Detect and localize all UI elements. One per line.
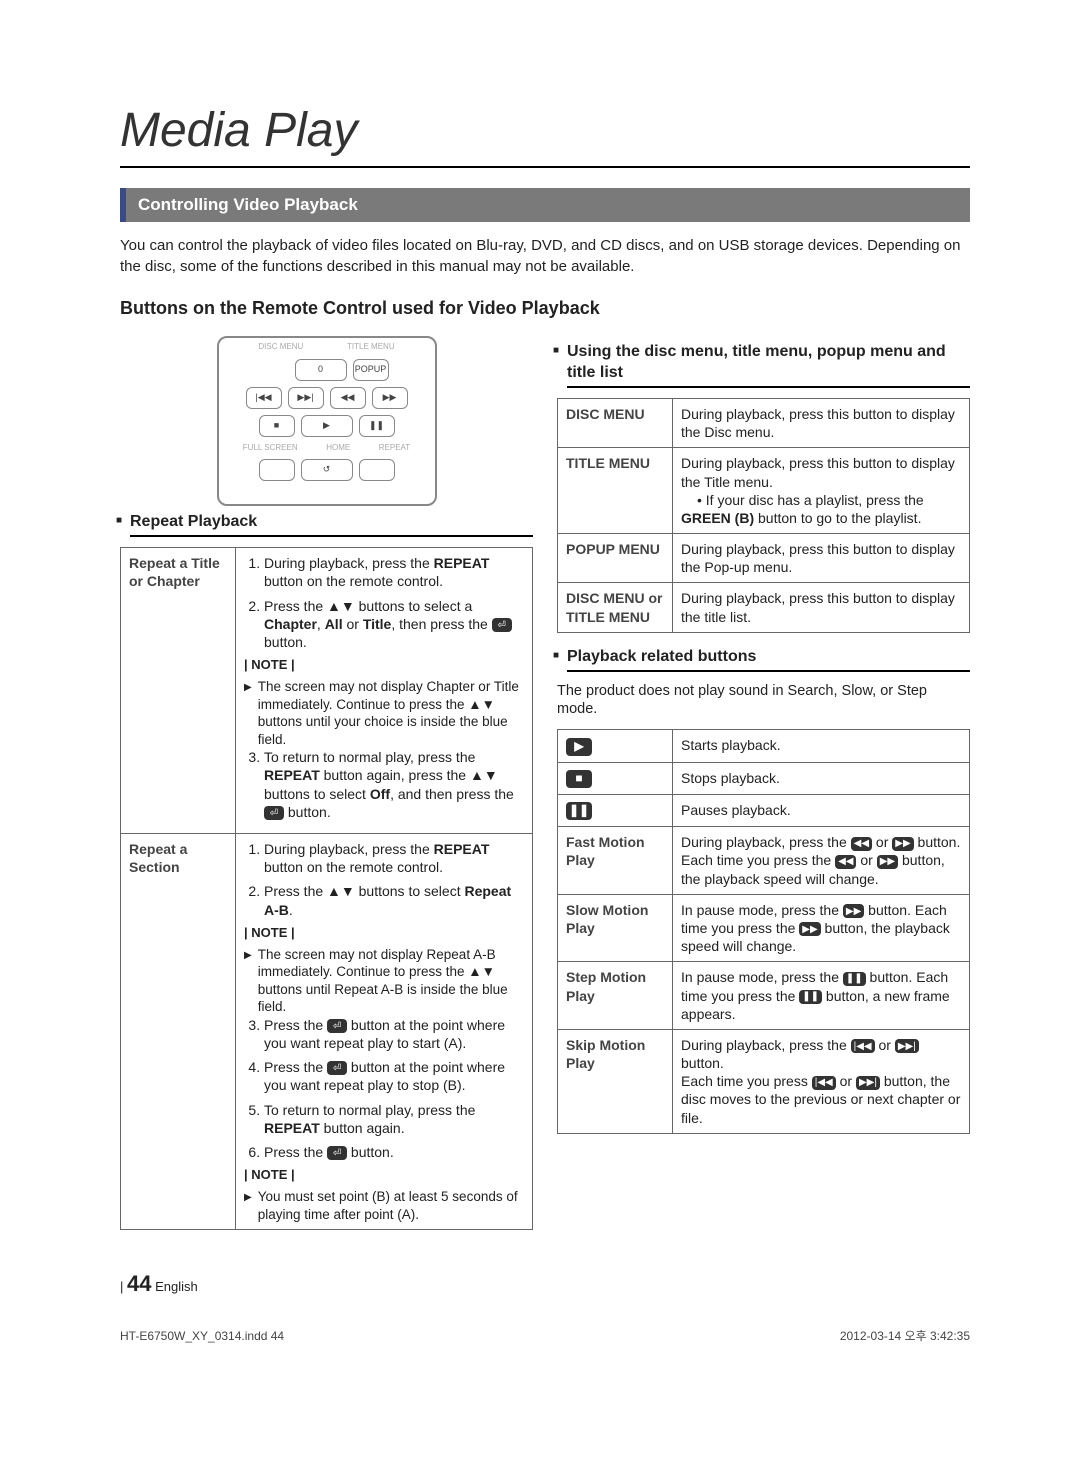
remote-btn-fullscreen <box>259 459 295 481</box>
table-row-desc: During playback, press the ◀◀ or ▶▶ butt… <box>673 827 970 895</box>
table-row-label: Step Motion Play <box>558 962 673 1030</box>
remote-btn-rew: ◀◀ <box>330 387 366 409</box>
remote-btn-stop: ■ <box>259 415 295 437</box>
table-row-desc: Stops playback. <box>673 762 970 794</box>
page-number: 44 <box>127 1271 151 1296</box>
page-lang: English <box>155 1279 198 1294</box>
doc-footer: HT-E6750W_XY_0314.indd 44 2012-03-14 오후 … <box>120 1329 970 1345</box>
playback-note: The product does not play sound in Searc… <box>557 682 970 720</box>
remote-btn-0: 0 <box>295 359 347 381</box>
table-row-label: ▶ <box>558 730 673 762</box>
table-row-desc: Starts playback. <box>673 730 970 762</box>
table-row-label: Fast Motion Play <box>558 827 673 895</box>
left-column: DISC MENU TITLE MENU 0 POPUP |◀◀ ▶▶| ◀◀ … <box>120 336 533 1230</box>
menu-table: DISC MENUDuring playback, press this but… <box>557 398 970 633</box>
table-row-label: TITLE MENU <box>558 448 673 534</box>
remote-btn-skipback: |◀◀ <box>246 387 282 409</box>
repeat-playback-heading: Repeat Playback <box>130 512 533 537</box>
table-row-desc: During playback, press this button to di… <box>673 534 970 583</box>
remote-diagram: DISC MENU TITLE MENU 0 POPUP |◀◀ ▶▶| ◀◀ … <box>217 336 437 506</box>
playback-buttons-heading: Playback related buttons <box>567 647 970 672</box>
repeat-table: Repeat a Title or ChapterDuring playback… <box>120 547 533 1230</box>
indd-filename: HT-E6750W_XY_0314.indd 44 <box>120 1329 284 1345</box>
remote-label: REPEAT <box>379 443 410 453</box>
remote-btn-skipfwd: ▶▶| <box>288 387 324 409</box>
intro-paragraph: You can control the playback of video fi… <box>120 236 970 277</box>
table-row-desc: In pause mode, press the ❚❚ button. Each… <box>673 962 970 1030</box>
table-row-label: DISC MENU or TITLE MENU <box>558 583 673 632</box>
remote-label: FULL SCREEN <box>243 443 298 453</box>
table-row-label: Repeat a Section <box>121 833 236 1229</box>
table-row-label: POPUP MENU <box>558 534 673 583</box>
remote-btn-home: ↺ <box>301 459 353 481</box>
playback-table: ▶Starts playback.■Stops playback.❚❚Pause… <box>557 729 970 1134</box>
table-row-label: ■ <box>558 762 673 794</box>
remote-label: DISC MENU <box>258 342 303 352</box>
remote-label: TITLE MENU <box>347 342 395 352</box>
indd-timestamp: 2012-03-14 오후 3:42:35 <box>840 1329 970 1345</box>
remote-btn-ff: ▶▶ <box>372 387 408 409</box>
table-row-desc: In pause mode, press the ▶▶ button. Each… <box>673 894 970 962</box>
table-row-label: DISC MENU <box>558 398 673 447</box>
remote-label: HOME <box>326 443 350 453</box>
page-title: Media Play <box>120 100 970 168</box>
remote-btn-repeat <box>359 459 395 481</box>
section-heading: Controlling Video Playback <box>120 188 970 222</box>
table-row-label: Skip Motion Play <box>558 1029 673 1133</box>
table-row-label: Repeat a Title or Chapter <box>121 548 236 834</box>
remote-btn-popup: POPUP <box>353 359 389 381</box>
table-row-content: During playback, press the REPEAT button… <box>236 833 533 1229</box>
table-row-label: ❚❚ <box>558 794 673 826</box>
table-row-desc: During playback, press the |◀◀ or ▶▶| bu… <box>673 1029 970 1133</box>
subhead: Buttons on the Remote Control used for V… <box>120 297 970 320</box>
menu-heading: Using the disc menu, title menu, popup m… <box>567 342 970 388</box>
table-row-desc: During playback, press this button to di… <box>673 583 970 632</box>
table-row-label: Slow Motion Play <box>558 894 673 962</box>
right-column: Using the disc menu, title menu, popup m… <box>557 336 970 1230</box>
page-footer: | 44 English <box>120 1270 970 1299</box>
remote-btn-play: ▶ <box>301 415 353 437</box>
table-row-desc: Pauses playback. <box>673 794 970 826</box>
remote-btn-pause: ❚❚ <box>359 415 395 437</box>
table-row-desc: During playback, press this button to di… <box>673 398 970 447</box>
table-row-content: During playback, press the REPEAT button… <box>236 548 533 834</box>
table-row-desc: During playback, press this button to di… <box>673 448 970 534</box>
